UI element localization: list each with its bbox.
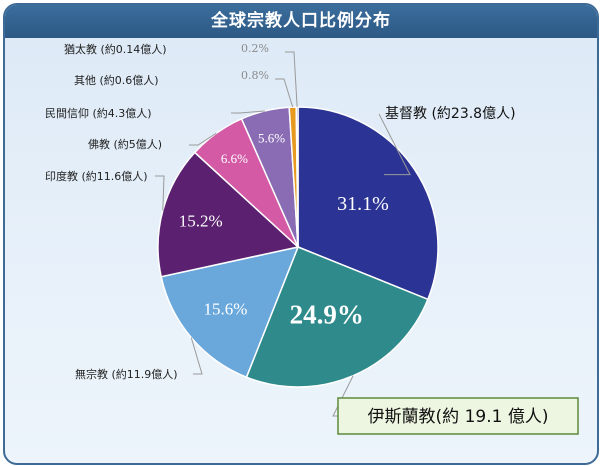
slice-category-label: 其他 (約0.6億人) <box>74 73 159 87</box>
slice-pct-label: 6.6% <box>221 151 248 166</box>
pie-slice-1 <box>297 106 439 301</box>
leader-line <box>332 375 354 417</box>
leader-line <box>231 110 265 114</box>
slice-category-label: 基督教 (約23.8億人) <box>385 105 516 122</box>
pie-slice-2 <box>245 246 429 388</box>
slice-pct-label: 0.2% <box>241 42 269 55</box>
slice-pct-label: 5.6% <box>258 131 285 146</box>
chart-frame: 全球宗教人口比例分布 <box>3 3 599 465</box>
leader-line <box>190 337 203 375</box>
slice-category-label: 猶太教 (約0.14億人) <box>64 42 167 56</box>
slice-category-label: 無宗教 (約11.9億人) <box>75 367 178 381</box>
chart-title: 全球宗教人口比例分布 <box>5 5 597 38</box>
slice-category-label: 民間信仰 (約4.3億人) <box>45 106 152 120</box>
leader-line <box>189 132 217 146</box>
leader-line <box>285 51 298 108</box>
slice-pct-label: 0.8% <box>241 69 269 82</box>
leader-line <box>275 78 294 108</box>
slice-pct-label: 31.1% <box>337 193 389 215</box>
highlight-label-box <box>337 397 579 435</box>
slice-pct-label: 24.9% <box>290 299 364 329</box>
leader-line <box>378 113 411 176</box>
slice-category-label: 伊斯蘭教(約 19.1 億人) <box>368 407 549 427</box>
slice-category-label: 印度教 (約11.6億人) <box>45 169 148 183</box>
slice-pct-label: 15.2% <box>179 212 223 231</box>
slice-pct-label: 15.6% <box>203 300 247 319</box>
slice-category-label: 佛教 (約5億人) <box>88 137 162 151</box>
leader-line <box>155 175 165 211</box>
